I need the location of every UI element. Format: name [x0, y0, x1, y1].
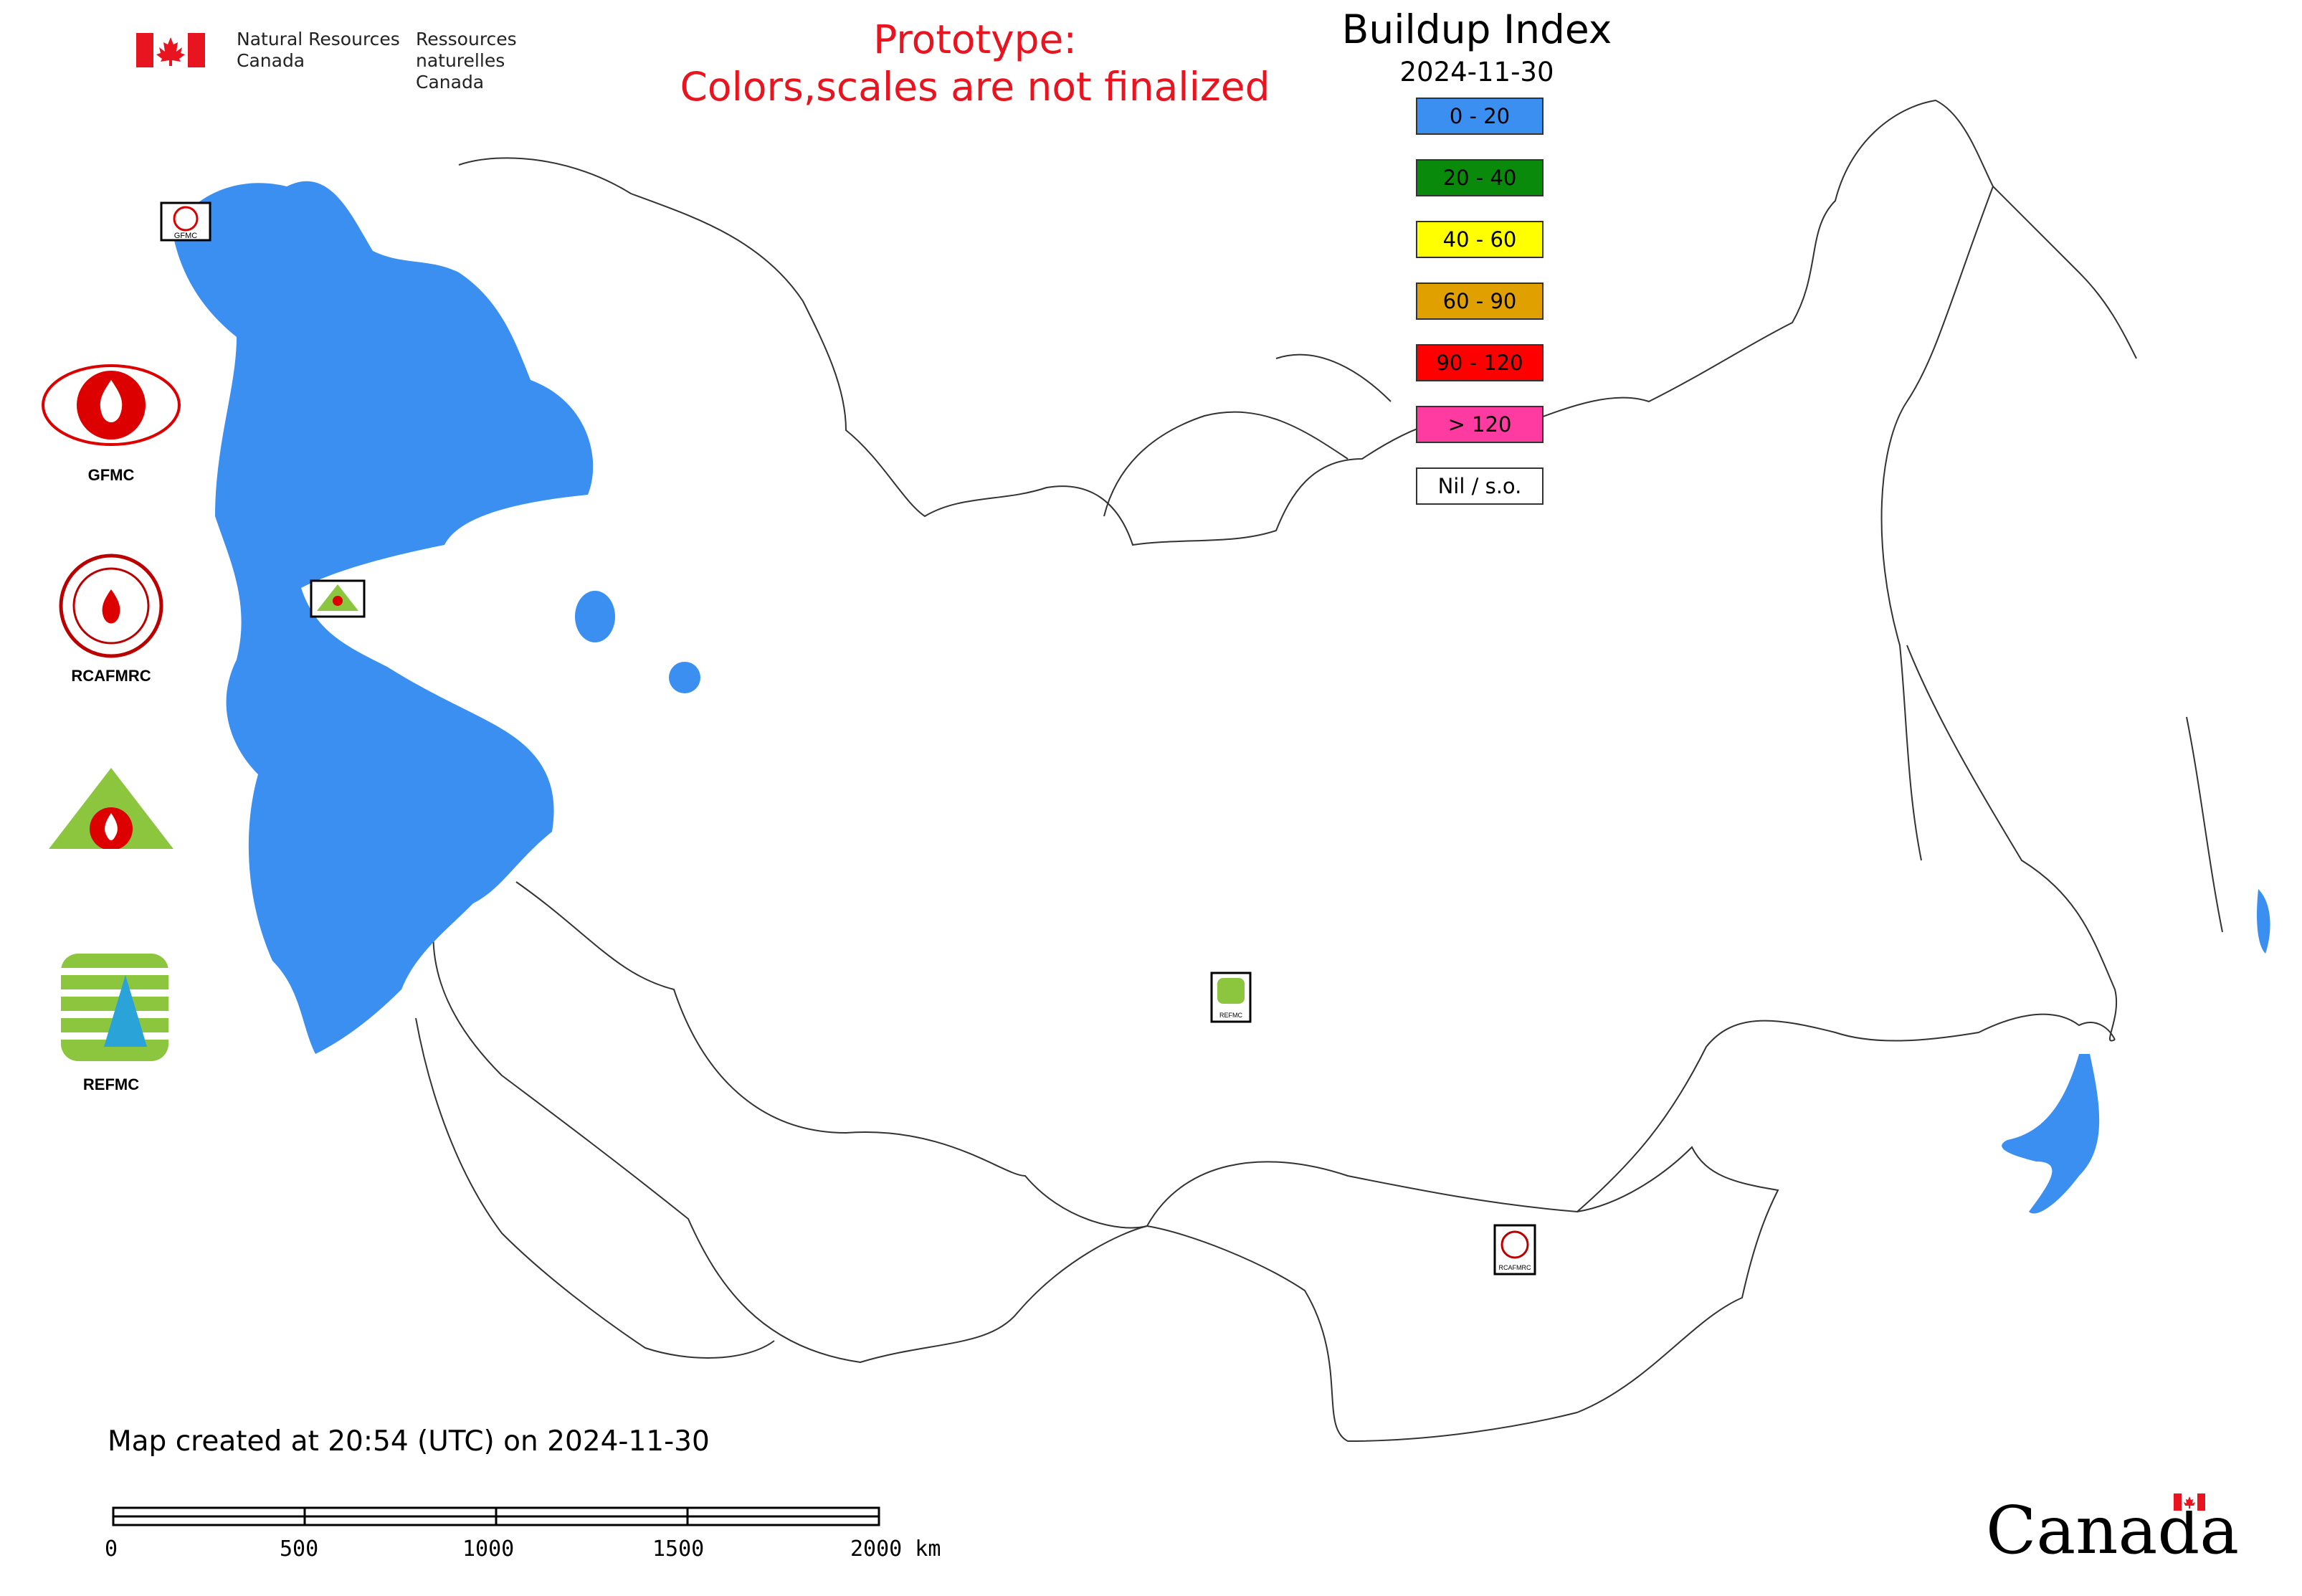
legend-label: 90 - 120: [1436, 351, 1523, 375]
legend-label: 60 - 90: [1442, 289, 1517, 313]
pacific-coast: [1906, 645, 2118, 1042]
map-created-text: Map created at 20:54 (UTC) on 2024-11-30: [108, 1425, 710, 1458]
mongolia-border: [1146, 1146, 1779, 1443]
arctic-islands: [1275, 353, 1392, 402]
reefmc-logo[interactable]: [29, 764, 194, 875]
map-title: Buildup Index: [1341, 6, 1612, 52]
scale-label-500: 500: [280, 1536, 319, 1562]
legend-item-120-plus: > 120: [1416, 406, 1544, 443]
canada-wordmark: Canada: [1986, 1493, 2239, 1567]
scale-label-1500: 1500: [652, 1536, 705, 1562]
legend-item-40-60: 40 - 60: [1416, 221, 1544, 258]
gfmc-label: GFMC: [87, 466, 135, 484]
center-marker-rcafmrc[interactable]: RCAFMRC: [1493, 1224, 1536, 1276]
sakhalin-fill: [2257, 889, 2270, 954]
prototype-notice: Prototype: Colors,scales are not finaliz…: [638, 16, 1312, 110]
scale-label-2000: 2000 km: [850, 1536, 941, 1562]
kazakhstan-border: [432, 874, 1148, 1364]
russia-south-border: [515, 881, 2116, 1229]
bui-0-20-area[interactable]: [172, 181, 2270, 1214]
legend-item-nil: Nil / s.o.: [1416, 467, 1544, 505]
prototype-line1: Prototype:: [873, 16, 1077, 62]
legend-item-0-20: 0 - 20: [1416, 98, 1544, 135]
prototype-line2: Colors,scales are not finalized: [680, 64, 1270, 110]
far-east-fill: [2002, 1054, 2100, 1214]
rcafmrc-logo-icon: [59, 554, 163, 658]
country-outlines: [415, 99, 2223, 1443]
nrcan-signature: Natural Resources Canada Ressources natu…: [136, 27, 609, 92]
center-marker-gfmc[interactable]: GFMC: [160, 201, 211, 242]
center-marker-reefmc[interactable]: [310, 579, 366, 618]
svg-text:REFMC: REFMC: [1219, 1012, 1242, 1019]
svg-text:GFMC: GFMC: [174, 232, 197, 240]
wordmark-flag-icon: [2174, 1493, 2205, 1511]
department-en-line2: Canada: [237, 50, 305, 71]
taymyr-peninsula: [1103, 411, 1349, 517]
caspian-fill: [669, 662, 700, 693]
center-marker-refmc[interactable]: REFMC: [1210, 972, 1252, 1023]
department-en-line1: Natural Resources: [237, 29, 400, 49]
europe-fill: [172, 181, 594, 1054]
scale-bar-graphic: [112, 1506, 880, 1526]
department-fr: Ressources naturelles Canada: [416, 29, 609, 93]
central-asia-border: [415, 1017, 775, 1359]
svg-text:RCAFMRC: RCAFMRC: [1499, 1264, 1531, 1271]
gfmc-logo-icon: [42, 364, 181, 446]
legend-label: 40 - 60: [1442, 227, 1517, 252]
refmc-logo-icon: [61, 954, 168, 1061]
rcafmrc-logo[interactable]: RCAFMRC: [29, 552, 194, 685]
rcafmrc-label: RCAFMRC: [71, 667, 151, 685]
legend-item-20-40: 20 - 40: [1416, 159, 1544, 196]
scale-label-1000: 1000: [462, 1536, 515, 1562]
map-date: 2024-11-30: [1399, 57, 1554, 87]
reefmc-logo-icon: [39, 768, 183, 866]
gfmc-logo[interactable]: GFMC: [29, 358, 194, 485]
legend-item-90-120: 90 - 120: [1416, 344, 1544, 381]
legend-label: Nil / s.o.: [1437, 474, 1522, 498]
sakhalin-island: [2186, 716, 2223, 933]
refmc-logo[interactable]: REFMC: [29, 946, 194, 1094]
legend-label: 20 - 40: [1442, 166, 1517, 190]
legend-item-60-90: 60 - 90: [1416, 282, 1544, 320]
scale-label-0: 0: [105, 1536, 118, 1562]
canada-flag-icon: [136, 33, 205, 67]
scale-bar: 0 500 1000 1500 2000 km: [100, 1502, 975, 1567]
department-fr-line2: Canada: [416, 72, 485, 92]
legend: 0 - 20 20 - 40 40 - 60 60 - 90 90 - 120 …: [1416, 98, 1545, 529]
refmc-label: REFMC: [82, 1075, 140, 1093]
kamchatka-outline: [1880, 186, 1994, 861]
department-en: Natural Resources Canada: [237, 29, 400, 72]
legend-label: > 120: [1447, 412, 1512, 437]
legend-label: 0 - 20: [1449, 104, 1511, 128]
northern-coastline: [458, 99, 2137, 546]
lake-fill: [575, 591, 615, 642]
department-fr-line1: Ressources naturelles: [416, 29, 517, 71]
